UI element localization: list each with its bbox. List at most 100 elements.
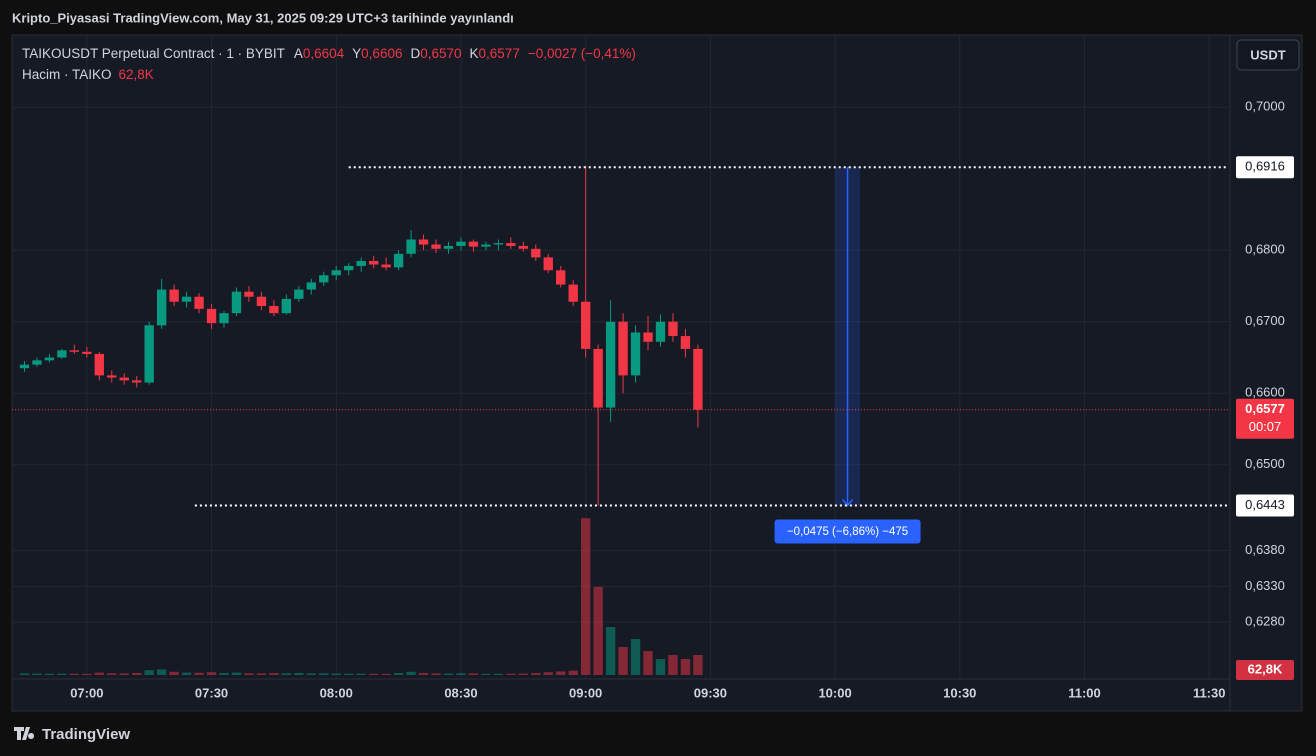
legend-key: A <box>294 46 303 61</box>
x-tick-label: 07:30 <box>195 685 228 700</box>
candle-body <box>618 321 628 376</box>
candle-body <box>381 264 391 268</box>
y-tick-label: 0,6600 <box>1245 385 1285 400</box>
volume-bar <box>319 673 329 675</box>
volume-bar <box>506 673 516 675</box>
candle-body <box>306 282 316 290</box>
legend-key: K <box>470 46 479 61</box>
x-tick-label: 10:00 <box>818 685 851 700</box>
y-tick-label: 0,6330 <box>1245 578 1285 593</box>
candle-body <box>693 348 703 410</box>
candle-body <box>94 353 104 376</box>
volume-bar <box>668 655 678 675</box>
volume-bar <box>94 672 104 675</box>
legend: TAIKOUSDT Perpetual Contract · 1 · BYBIT… <box>22 46 636 61</box>
candle-body <box>32 360 42 365</box>
candle-body <box>132 380 142 383</box>
candle-body <box>19 364 30 369</box>
volume-bar <box>231 672 242 675</box>
legend-value: 0,6606 <box>361 46 402 61</box>
x-tick-label: 09:30 <box>694 685 727 700</box>
measure-arrowhead <box>841 499 854 507</box>
price-line-label: 0,6443 <box>1245 497 1285 512</box>
measure-label: −0,0475 (−6,86%) −475 <box>787 526 908 538</box>
volume-legend: Hacim · TAIKO 62,8K <box>22 67 154 82</box>
symbol: TAIKOUSDT Perpetual Contract · 1 · BYBIT <box>22 46 285 61</box>
candle-body <box>568 284 578 302</box>
volume-bar <box>531 673 541 675</box>
candle-body <box>44 357 55 361</box>
candle-body <box>356 260 366 266</box>
volume-bar <box>331 673 341 675</box>
volume-bar <box>294 673 304 675</box>
volume-bar <box>443 673 454 675</box>
y-tick-label: 0,6800 <box>1245 242 1285 257</box>
volume-bar <box>256 673 267 675</box>
candle-body <box>593 348 603 408</box>
volume-legend-value: 62,8K <box>119 67 154 82</box>
volume-bar <box>69 673 80 675</box>
candle-body <box>269 306 279 314</box>
volume-bar <box>568 670 578 675</box>
volume-bar <box>493 673 504 675</box>
volume-bar <box>219 673 229 675</box>
y-tick-label: 0,6380 <box>1245 542 1285 557</box>
volume-bar <box>244 673 254 675</box>
y-tick-label: 0,6500 <box>1245 456 1285 471</box>
last-price-label-bg <box>1236 398 1294 439</box>
x-tick-label: 08:00 <box>320 685 353 700</box>
candle-body <box>580 301 591 349</box>
candle-body <box>493 243 504 245</box>
candle-body <box>319 275 329 283</box>
candle-body <box>481 244 491 247</box>
x-tick-label: 08:30 <box>444 685 477 700</box>
candle-body <box>156 289 167 326</box>
legend-key: Y <box>352 46 361 61</box>
volume-bar <box>356 673 366 675</box>
volume-bar <box>132 673 142 675</box>
candle-body <box>194 296 204 309</box>
candle-body <box>468 241 479 247</box>
legend-value: 0,6577 <box>479 46 520 61</box>
x-tick-label: 11:00 <box>1068 685 1101 700</box>
volume-bar <box>368 673 379 675</box>
candle-body <box>506 243 516 246</box>
volume-bar <box>580 518 591 675</box>
volume-bar <box>32 673 42 675</box>
candle-body <box>244 291 254 297</box>
legend-change: −0,0027 (−0,41%) <box>528 46 636 61</box>
candle-body <box>57 350 67 358</box>
currency-button-label[interactable]: USDT <box>1250 47 1285 62</box>
volume-bar <box>481 673 491 675</box>
volume-bar <box>605 627 616 675</box>
legend-value: 0,6604 <box>303 46 345 61</box>
measure-label-bg <box>774 519 921 544</box>
candle-body <box>543 257 553 271</box>
candle-body <box>219 313 229 324</box>
currency-button[interactable] <box>1236 39 1300 71</box>
candle-body <box>630 332 641 376</box>
volume-bar <box>406 671 416 675</box>
candle-body <box>331 270 341 276</box>
candle-body <box>668 321 678 337</box>
legend-key: D <box>410 46 420 61</box>
volume-label: 62,8K <box>1248 661 1283 676</box>
volume-bar <box>618 647 628 675</box>
candle-body <box>69 350 80 352</box>
volume-bar <box>556 671 566 675</box>
candle-body <box>680 336 691 349</box>
candle-body <box>443 245 454 249</box>
volume-bar <box>144 670 154 675</box>
candle-body <box>655 321 666 342</box>
volume-bar <box>206 672 217 675</box>
volume-bar <box>680 659 691 675</box>
volume-bar <box>468 673 479 675</box>
legend-value: 0,6570 <box>420 46 461 61</box>
candle-body <box>181 296 192 302</box>
candle-body <box>393 253 404 268</box>
candle-body <box>643 332 653 342</box>
price-line-label: 0,6916 <box>1245 159 1285 174</box>
volume-bar <box>630 639 641 675</box>
volume-bar <box>194 672 204 675</box>
